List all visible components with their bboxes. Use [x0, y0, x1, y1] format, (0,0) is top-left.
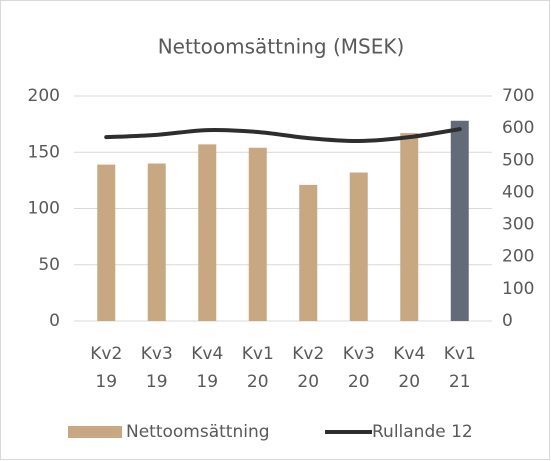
- x-tick-label: Kv2: [90, 344, 122, 364]
- bar: [198, 144, 217, 321]
- x-tick-label: 19: [196, 372, 218, 392]
- y-tick-label: 100: [28, 199, 60, 219]
- y2-tick-label: 700: [502, 86, 534, 106]
- y-tick-label: 200: [28, 86, 60, 106]
- y2-tick-label: 400: [502, 182, 534, 202]
- bar: [248, 147, 267, 321]
- y2-tick-label: 0: [502, 311, 513, 331]
- x-tick-label: Kv4: [191, 344, 223, 364]
- chart-title: Nettoomsättning (MSEK): [158, 35, 405, 59]
- y2-tick-label: 500: [502, 150, 534, 170]
- legend-swatch: [68, 426, 122, 438]
- y2-tick-label: 200: [502, 247, 534, 267]
- x-tick-label: Kv2: [292, 344, 324, 364]
- bar: [400, 133, 419, 321]
- bar: [450, 120, 469, 321]
- bar: [349, 172, 368, 321]
- bar: [97, 164, 116, 321]
- x-tick-label: 20: [297, 372, 319, 392]
- legend-label: Rullande 12: [372, 422, 473, 442]
- x-tick-label: Kv1: [444, 344, 476, 364]
- x-tick-label: 19: [146, 372, 168, 392]
- x-tick-label: Kv3: [343, 344, 375, 364]
- y2-tick-label: 300: [502, 215, 534, 235]
- x-tick-label: Kv4: [393, 344, 425, 364]
- bar: [299, 184, 318, 321]
- line: [104, 127, 462, 144]
- x-tick-label: Kv3: [141, 344, 173, 364]
- y-tick-label: 50: [38, 255, 60, 275]
- x-tick-label: 20: [398, 372, 420, 392]
- x-tick-label: 20: [247, 372, 269, 392]
- y2-tick-label: 100: [502, 279, 534, 299]
- x-tick-label: 20: [348, 372, 370, 392]
- y-tick-label: 0: [49, 311, 60, 331]
- x-tick-label: 19: [95, 372, 117, 392]
- x-tick-label: 21: [449, 372, 471, 392]
- legend-label: Nettoomsättning: [126, 422, 270, 442]
- x-tick-label: Kv1: [242, 344, 274, 364]
- y-tick-label: 150: [28, 142, 60, 162]
- y2-tick-label: 600: [502, 118, 534, 138]
- bar: [147, 163, 166, 321]
